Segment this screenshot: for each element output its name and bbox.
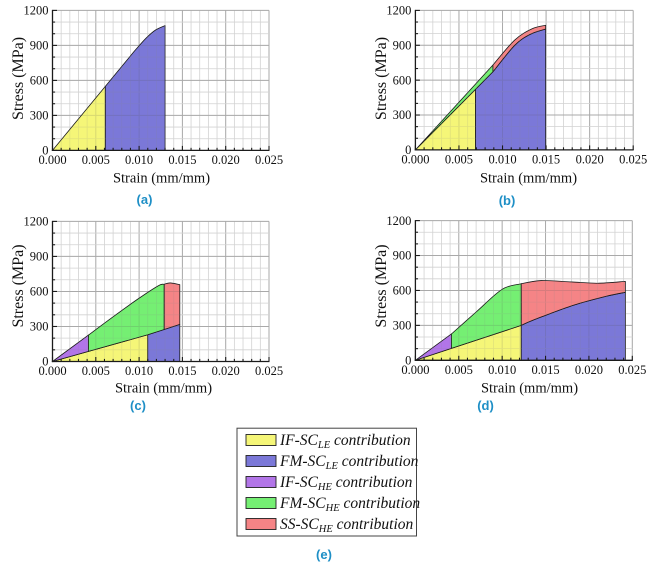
svg-text:Strain (mm/mm): Strain (mm/mm) xyxy=(480,170,577,186)
svg-text:SS-SCHE contribution: SS-SCHE contribution xyxy=(280,516,414,535)
svg-text:0.015: 0.015 xyxy=(532,153,560,167)
svg-text:0.005: 0.005 xyxy=(82,153,110,167)
svg-text:0.010: 0.010 xyxy=(488,363,516,377)
svg-text:(a): (a) xyxy=(137,192,153,207)
svg-text:600: 600 xyxy=(30,285,49,299)
svg-text:1200: 1200 xyxy=(386,4,411,18)
svg-text:FM-SCHE contribution: FM-SCHE contribution xyxy=(279,495,420,514)
svg-text:(d): (d) xyxy=(477,398,494,413)
svg-text:300: 300 xyxy=(393,319,412,333)
svg-text:0.000: 0.000 xyxy=(401,153,429,167)
svg-text:Stress (MPa): Stress (MPa) xyxy=(10,37,27,120)
svg-text:0.025: 0.025 xyxy=(618,363,646,377)
svg-text:1200: 1200 xyxy=(24,215,49,229)
svg-text:0.020: 0.020 xyxy=(212,153,240,167)
svg-text:(e): (e) xyxy=(316,547,332,562)
svg-text:(c): (c) xyxy=(130,398,146,413)
svg-text:900: 900 xyxy=(393,38,412,52)
svg-text:0.005: 0.005 xyxy=(82,364,110,378)
svg-text:0.020: 0.020 xyxy=(575,363,603,377)
svg-text:300: 300 xyxy=(30,320,49,334)
svg-text:Strain (mm/mm): Strain (mm/mm) xyxy=(113,170,210,186)
svg-text:0.020: 0.020 xyxy=(576,153,604,167)
svg-text:IF-SCLE contribution: IF-SCLE contribution xyxy=(279,432,411,451)
svg-text:0.015: 0.015 xyxy=(168,364,196,378)
svg-text:0.000: 0.000 xyxy=(38,153,66,167)
svg-text:Stress (MPa): Stress (MPa) xyxy=(373,37,390,120)
svg-text:0: 0 xyxy=(405,143,411,157)
svg-text:600: 600 xyxy=(30,74,49,88)
svg-text:0: 0 xyxy=(42,355,48,369)
svg-text:Strain (mm/mm): Strain (mm/mm) xyxy=(481,381,578,397)
svg-text:300: 300 xyxy=(30,109,49,123)
svg-text:0: 0 xyxy=(405,354,411,368)
svg-text:0.025: 0.025 xyxy=(255,364,283,378)
svg-text:0.015: 0.015 xyxy=(531,363,559,377)
svg-text:0.000: 0.000 xyxy=(401,363,429,377)
svg-text:900: 900 xyxy=(393,249,412,263)
svg-text:900: 900 xyxy=(30,250,49,264)
svg-text:0.000: 0.000 xyxy=(38,364,66,378)
svg-text:600: 600 xyxy=(393,284,412,298)
svg-text:Strain (mm/mm): Strain (mm/mm) xyxy=(115,381,212,397)
svg-text:0.020: 0.020 xyxy=(212,364,240,378)
svg-text:0.025: 0.025 xyxy=(255,153,283,167)
svg-text:Stress (MPa): Stress (MPa) xyxy=(373,244,390,327)
svg-text:0: 0 xyxy=(42,144,48,158)
svg-text:IF-SCHE contribution: IF-SCHE contribution xyxy=(279,474,413,493)
svg-text:300: 300 xyxy=(393,108,412,122)
svg-text:(b): (b) xyxy=(499,193,516,208)
svg-text:0.010: 0.010 xyxy=(125,364,153,378)
svg-text:0.025: 0.025 xyxy=(619,153,647,167)
svg-text:0.010: 0.010 xyxy=(125,153,153,167)
svg-text:1200: 1200 xyxy=(24,4,49,18)
svg-text:0.010: 0.010 xyxy=(488,153,516,167)
svg-text:0.005: 0.005 xyxy=(445,153,473,167)
svg-text:600: 600 xyxy=(393,73,412,87)
svg-text:0.005: 0.005 xyxy=(445,363,473,377)
svg-text:0.015: 0.015 xyxy=(168,153,196,167)
svg-text:1200: 1200 xyxy=(386,214,411,228)
svg-text:FM-SCLE contribution: FM-SCLE contribution xyxy=(279,453,419,472)
svg-text:900: 900 xyxy=(30,39,49,53)
svg-text:Stress (MPa): Stress (MPa) xyxy=(10,244,27,327)
